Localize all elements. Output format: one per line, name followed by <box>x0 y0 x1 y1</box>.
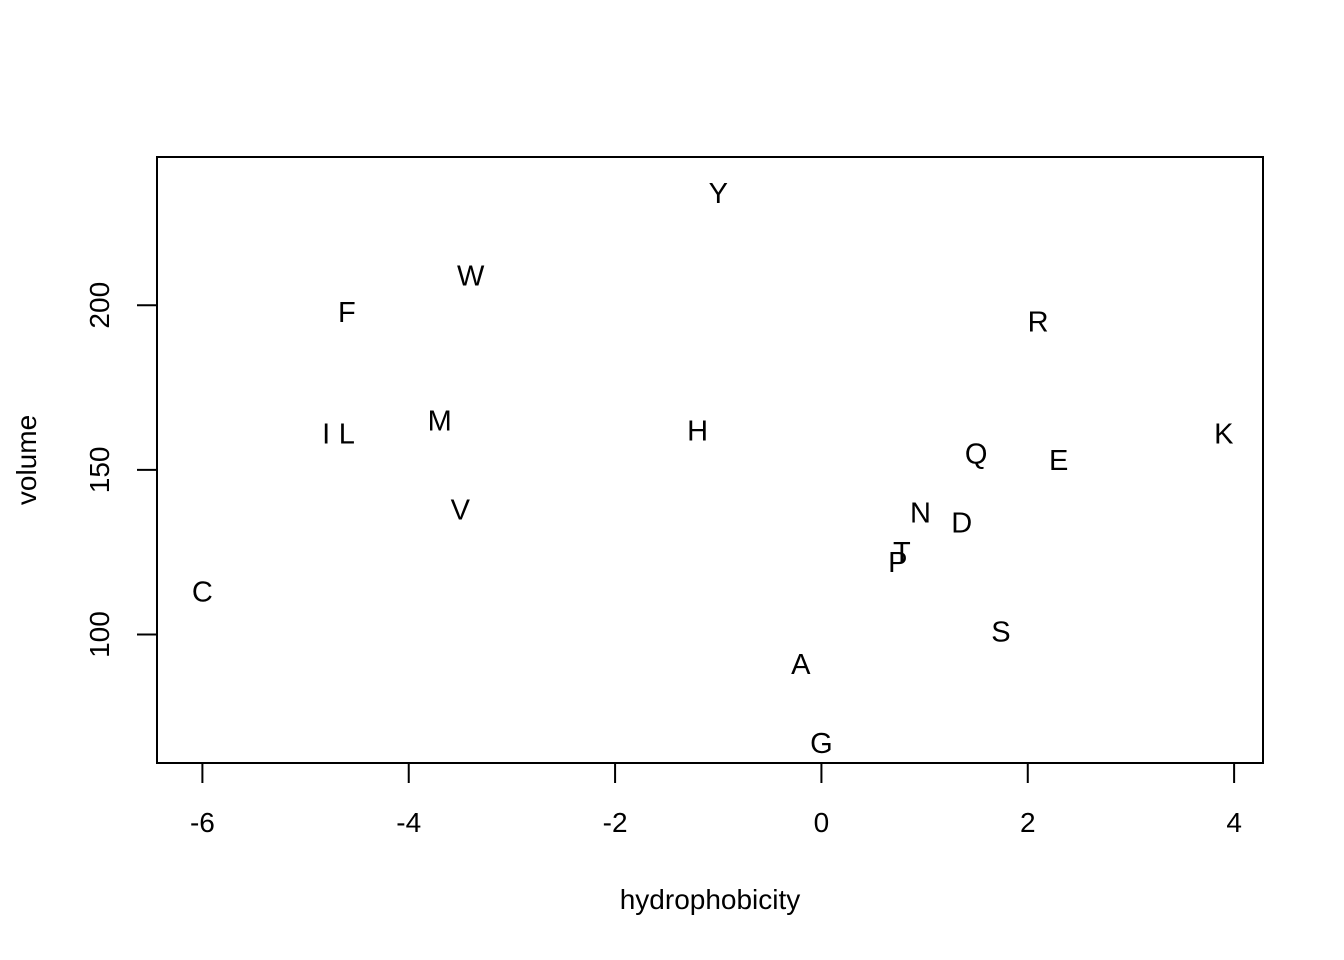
plot-frame <box>156 156 1264 764</box>
point-label-l: L <box>339 419 355 451</box>
x-tick-label: 2 <box>1020 807 1036 838</box>
point-label-g: G <box>810 728 833 760</box>
x-tick-label: 0 <box>814 807 830 838</box>
y-tick-label: 200 <box>84 282 115 329</box>
point-labels: Y W F R M I L H K Q E V N D TP C S A G <box>192 178 1234 760</box>
point-label-q: Q <box>965 438 988 470</box>
x-tick-label: 4 <box>1226 807 1242 838</box>
x-tick-label: -4 <box>396 807 421 838</box>
point-label-n: N <box>910 498 931 530</box>
point-label-r: R <box>1028 307 1049 339</box>
point-label-m: M <box>428 405 452 437</box>
point-label-f: F <box>338 297 356 329</box>
point-label-e: E <box>1049 445 1068 477</box>
y-tick-label: 100 <box>84 611 115 658</box>
x-tick-label: -6 <box>190 807 215 838</box>
y-axis: 100 150 200 <box>84 282 158 658</box>
point-label-d: D <box>951 508 972 540</box>
point-label-a: A <box>791 649 811 681</box>
point-label-k: K <box>1214 419 1234 451</box>
point-label-t: T <box>893 537 911 569</box>
point-label-y: Y <box>709 178 728 210</box>
point-label-p: P <box>888 547 907 579</box>
point-label-i: I <box>322 419 330 451</box>
y-axis-title: volume <box>11 415 42 505</box>
point-label-w: W <box>457 261 485 293</box>
point-label-v: V <box>451 494 471 526</box>
x-tick-label: -2 <box>603 807 628 838</box>
x-axis: -6 -4 -2 0 2 4 <box>190 762 1242 838</box>
x-axis-title: hydrophobicity <box>620 884 801 915</box>
point-label-c: C <box>192 577 213 609</box>
point-label-h: H <box>687 415 708 447</box>
y-tick-label: 150 <box>84 447 115 494</box>
point-label-s: S <box>991 616 1010 648</box>
